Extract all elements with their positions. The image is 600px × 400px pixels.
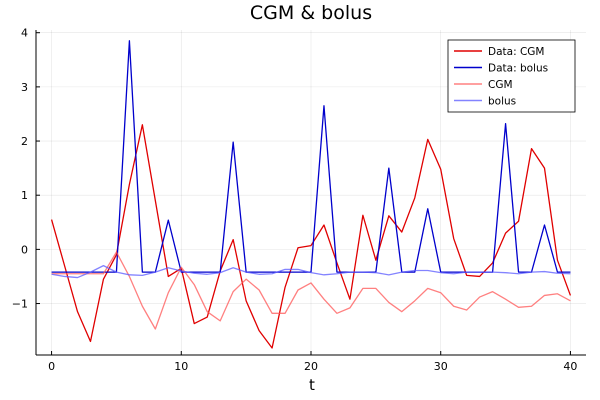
x-tick-label: 20 xyxy=(304,360,318,373)
x-tick-label: 40 xyxy=(563,360,577,373)
y-tick-label: 1 xyxy=(21,189,28,202)
legend: Data: CGM Data: bolus CGM bolus xyxy=(447,39,576,113)
x-tick-label: 30 xyxy=(434,360,448,373)
x-tick-label: 0 xyxy=(48,360,55,373)
legend-label-3: bolus xyxy=(488,96,516,108)
legend-label-1: Data: bolus xyxy=(488,63,548,75)
legend-label-2: CGM xyxy=(488,79,513,91)
y-tick-label: −1 xyxy=(12,298,28,311)
y-tick-label: 3 xyxy=(21,81,28,94)
series-lines xyxy=(50,40,572,349)
series-line-2 xyxy=(51,251,571,330)
series-line-3 xyxy=(51,264,571,279)
x-tick-label: 10 xyxy=(174,360,188,373)
y-tick-label: 0 xyxy=(21,243,28,256)
x-axis-title: t xyxy=(309,376,315,394)
chart-title: CGM & bolus xyxy=(250,2,372,24)
axes xyxy=(35,30,586,356)
y-tick-label: 4 xyxy=(21,27,28,40)
tick-labels: 0 10 20 30 40 −1 0 1 2 3 4 xyxy=(12,27,578,373)
y-tick-label: 2 xyxy=(21,135,28,148)
legend-label-0: Data: CGM xyxy=(488,46,544,58)
